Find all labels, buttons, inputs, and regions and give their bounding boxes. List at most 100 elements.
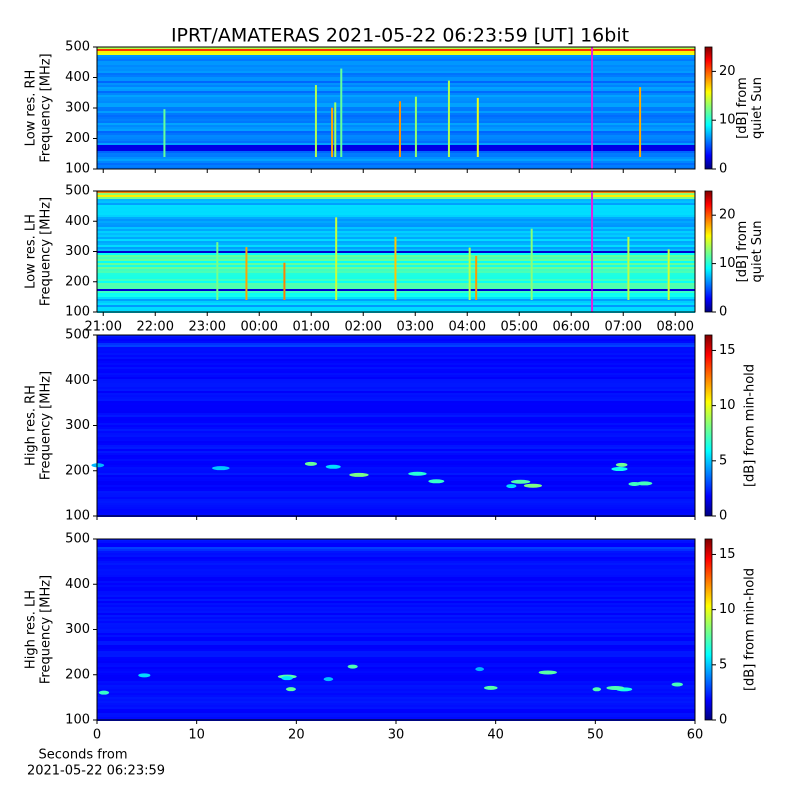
burst [281, 676, 293, 681]
y-tick-label: 400 [65, 214, 90, 229]
spectrogram-row [97, 121, 695, 123]
spectrogram-row [97, 335, 695, 337]
spectrogram-row [97, 55, 695, 57]
colorbar-label: [dB] from min-hold [743, 364, 758, 487]
spectrogram-row [97, 687, 695, 689]
spectrogram-row [97, 559, 695, 561]
y-tick-label: 300 [65, 418, 90, 433]
spectrogram-row [97, 167, 695, 169]
spectrogram-row [97, 81, 695, 83]
burst [447, 80, 450, 157]
spectrogram-row [97, 569, 695, 571]
spectrogram-row [97, 93, 695, 95]
spectrogram-row [97, 233, 695, 235]
spectrogram-row [97, 571, 695, 573]
spectrogram-row [97, 433, 695, 435]
spectrogram-row [97, 613, 695, 615]
spectrogram-row [97, 563, 695, 565]
spectrogram-row [97, 439, 695, 441]
spectrogram-row [97, 215, 695, 217]
spectrogram-row [97, 601, 695, 603]
burst [349, 472, 369, 477]
spectrogram-row [97, 445, 695, 447]
spectrogram-row [97, 159, 695, 161]
burst [91, 463, 105, 468]
burst [331, 107, 334, 157]
spectrogram-row [97, 375, 695, 377]
spectrogram-row [97, 689, 695, 691]
spectrogram-row [97, 141, 695, 143]
spectrogram-row [97, 337, 695, 339]
spectrogram-row [97, 219, 695, 221]
spectrogram-row [97, 395, 695, 397]
spectrogram-row [97, 339, 695, 341]
spectrogram-row [97, 95, 695, 97]
colorbar-tick-label: 0 [719, 305, 727, 320]
y-tick-label: 200 [65, 131, 90, 146]
spectrogram-row [97, 67, 695, 69]
burst [216, 242, 219, 300]
spectrogram-row [97, 103, 695, 105]
y-tick-label: 300 [65, 101, 90, 116]
spectrogram-row [97, 73, 695, 75]
spectrogram-row [97, 649, 695, 651]
spectrogram-row [97, 415, 695, 417]
colorbar-tick-label: 15 [719, 547, 736, 562]
spectrogram-row [97, 403, 695, 405]
colorbar-tick-label: 5 [719, 657, 727, 672]
spectrogram-row [97, 679, 695, 681]
colorbar-tick-label: 20 [719, 64, 736, 79]
spectrogram-row [97, 383, 695, 385]
spectrogram-row [97, 541, 695, 543]
spectrogram-row [97, 143, 695, 145]
burst [138, 673, 151, 678]
spectrogram-row [97, 583, 695, 585]
burst [414, 96, 417, 157]
spectrogram-row [97, 127, 695, 129]
spectrogram-row [97, 483, 695, 485]
spectrogram-row [97, 455, 695, 457]
spectrogram-row [97, 75, 695, 77]
spectrogram-row [97, 413, 695, 415]
spectrogram-row [97, 353, 695, 355]
spectrogram-row [97, 441, 695, 443]
burst [639, 87, 642, 157]
spectrogram-row [97, 77, 695, 79]
spectrogram-row [97, 705, 695, 707]
colorbar-tick-label: 5 [719, 453, 727, 468]
spectrogram-row [97, 661, 695, 663]
spectrogram-row [97, 359, 695, 361]
spectrogram-row [97, 53, 695, 55]
burst [483, 685, 498, 690]
spectrogram-row [97, 709, 695, 711]
spectrogram-row [97, 391, 695, 393]
spectrogram-row [97, 543, 695, 545]
spectrogram-row [97, 665, 695, 667]
spectrogram-row [97, 477, 695, 479]
spectrogram-row [97, 703, 695, 705]
spectrogram-row [97, 419, 695, 421]
colorbar-tick-label: 10 [719, 256, 736, 271]
spectrogram-row [97, 463, 695, 465]
spectrogram-row [97, 361, 695, 363]
spectrogram-row [97, 555, 695, 557]
x-tick-label: 07:00 [605, 320, 642, 335]
spectrogram-row [97, 681, 695, 683]
spectrogram-row [97, 301, 695, 303]
burst [283, 262, 286, 300]
y-axis-label: Frequency [MHz] [39, 53, 54, 162]
spectrogram-row [97, 155, 695, 157]
burst [671, 682, 683, 687]
y-tick-label: 300 [65, 244, 90, 259]
spectrogram-row [97, 697, 695, 699]
spectrogram-row [97, 125, 695, 127]
burst [538, 670, 557, 675]
x-tick-label: 30 [388, 728, 405, 743]
spectrogram-row [97, 469, 695, 471]
spectrogram-row [97, 213, 695, 215]
spectrogram-row [97, 591, 695, 593]
spectrogram-row [97, 659, 695, 661]
colorbar-label: [dB] from min-hold [743, 568, 758, 691]
y-tick-label: 500 [65, 40, 90, 55]
spectrogram-row [97, 203, 695, 205]
